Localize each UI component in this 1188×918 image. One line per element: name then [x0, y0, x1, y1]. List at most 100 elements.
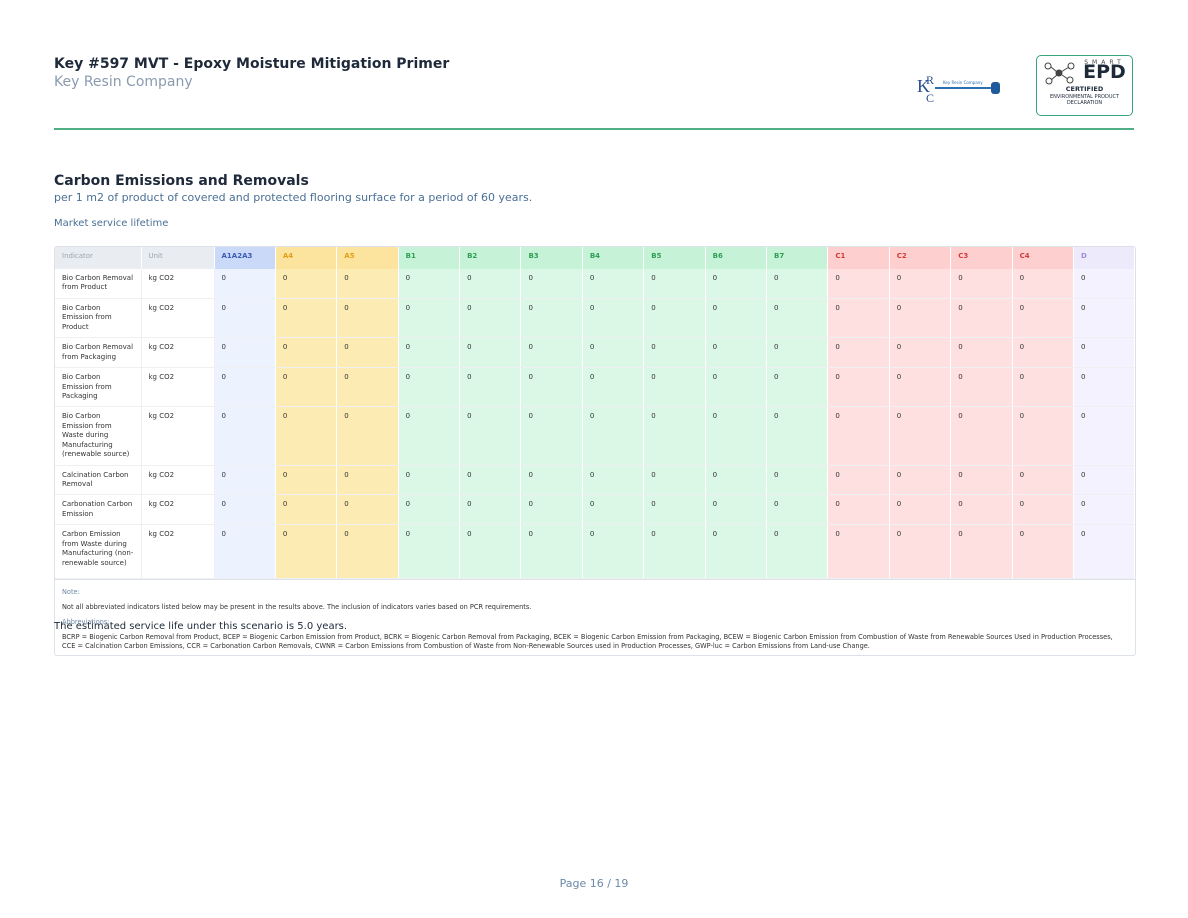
value-cell: 0: [214, 269, 276, 299]
value-cell: 0: [336, 337, 399, 369]
value-cell: 0: [459, 465, 522, 496]
value-cell: 0: [214, 494, 276, 526]
column-header: C4: [1012, 247, 1074, 269]
value-cell: 0: [950, 494, 1013, 526]
value-cell: 0: [520, 337, 583, 369]
value-cell: 0: [582, 524, 645, 580]
value-cell: 0: [398, 524, 461, 580]
note-label: Note:: [62, 588, 80, 597]
value-cell: 0: [889, 269, 952, 299]
indicator: Bio Carbon Emission from Packaging: [55, 367, 142, 408]
indicator: Calcination Carbon Removal: [55, 465, 142, 496]
value-cell: 0: [1012, 465, 1074, 496]
column-header: Indicator: [55, 247, 142, 269]
value-cell: 0: [1012, 494, 1074, 526]
value-cell: 0: [766, 494, 829, 526]
value-cell: 0: [1073, 269, 1135, 299]
badge-caption: ENVIRONMENTAL PRODUCT DECLARATION: [1049, 94, 1120, 106]
indicator: Bio Carbon Removal from Packaging: [55, 337, 142, 369]
value-cell: 0: [827, 298, 890, 339]
value-cell: 0: [705, 337, 768, 369]
value-cell: 0: [1073, 465, 1135, 496]
scenario: Market service lifetime: [54, 218, 169, 229]
value-cell: 0: [766, 406, 829, 466]
column-header: D: [1073, 247, 1135, 269]
section-title: Carbon Emissions and Removals: [54, 173, 309, 189]
value-cell: 0: [336, 367, 399, 408]
value-cell: 0: [275, 494, 338, 526]
krc-logo: K R C Key Resin Company: [917, 73, 1000, 105]
value-cell: 0: [1012, 298, 1074, 339]
value-cell: 0: [950, 367, 1013, 408]
value-cell: 0: [275, 298, 338, 339]
value-cell: 0: [827, 494, 890, 526]
column-header: B4: [582, 247, 645, 269]
value-cell: 0: [705, 465, 768, 496]
value-cell: 0: [827, 337, 890, 369]
value-cell: 0: [275, 337, 338, 369]
unit: kg CO2: [141, 298, 215, 339]
column-header: B3: [520, 247, 583, 269]
value-cell: 0: [643, 465, 706, 496]
column-header: B5: [643, 247, 706, 269]
value-cell: 0: [275, 406, 338, 466]
column-header: A5: [336, 247, 399, 269]
value-cell: 0: [582, 269, 645, 299]
value-cell: 0: [520, 367, 583, 408]
value-cell: 0: [827, 367, 890, 408]
unit: kg CO2: [141, 465, 215, 496]
value-cell: 0: [275, 465, 338, 496]
value-cell: 0: [582, 337, 645, 369]
value-cell: 0: [643, 298, 706, 339]
badge-top: SMART: [1084, 59, 1125, 66]
section-subtitle: per 1 m2 of product of covered and prote…: [54, 191, 533, 204]
header: Key #597 MVT - Epoxy Moisture Mitigation…: [54, 56, 449, 90]
notes: Note: Not all abbreviated indicators lis…: [55, 579, 1135, 654]
table-row: Bio Carbon Emission from Product kg CO2 0 0…: [55, 298, 1135, 339]
value-cell: 0: [889, 524, 952, 580]
value-cell: 0: [520, 269, 583, 299]
value-cell: 0: [766, 337, 829, 369]
logo-text: Key Resin Company: [943, 80, 983, 85]
value-cell: 0: [643, 367, 706, 408]
company: Key Resin Company: [54, 74, 193, 90]
value-cell: 0: [459, 298, 522, 339]
column-header: C2: [889, 247, 952, 269]
value-cell: 0: [643, 269, 706, 299]
value-cell: 0: [766, 298, 829, 339]
value-cell: 0: [214, 406, 276, 466]
table-row: Carbon Emission from Waste during Manufa…: [55, 524, 1135, 580]
abbrev-label: Abbreviations:: [62, 618, 110, 627]
table-row: Bio Carbon Emission from Packaging kg CO2…: [55, 367, 1135, 408]
value-cell: 0: [1012, 337, 1074, 369]
value-cell: 0: [214, 298, 276, 339]
indicator: Carbonation Carbon Emission: [55, 494, 142, 526]
value-cell: 0: [643, 337, 706, 369]
value-cell: 0: [1073, 337, 1135, 369]
value-cell: 0: [582, 298, 645, 339]
unit: kg CO2: [141, 367, 215, 408]
value-cell: 0: [766, 524, 829, 580]
value-cell: 0: [459, 269, 522, 299]
value-cell: 0: [459, 367, 522, 408]
table-row: Bio Carbon Emission from Waste during Ma…: [55, 406, 1135, 466]
indicator: Carbon Emission from Waste during Manufa…: [55, 524, 142, 580]
value-cell: 0: [827, 406, 890, 466]
value-cell: 0: [398, 367, 461, 408]
table-row: Bio Carbon Removal from Packaging kg CO2 0…: [55, 337, 1135, 369]
value-cell: 0: [950, 337, 1013, 369]
unit: kg CO2: [141, 406, 215, 466]
table-row: Bio Carbon Removal from Product kg CO2 0 0 0…: [55, 269, 1135, 299]
value-cell: 0: [889, 367, 952, 408]
value-cell: 0: [889, 465, 952, 496]
column-header: C1: [827, 247, 890, 269]
value-cell: 0: [582, 406, 645, 466]
table: Indicator Unit A1A2A3 A4 A5 B1 B2 B3 B4 B5 B6 B7 C1 C…: [55, 247, 1135, 580]
value-cell: 0: [827, 524, 890, 580]
value-cell: 0: [214, 465, 276, 496]
value-cell: 0: [336, 524, 399, 580]
value-cell: 0: [950, 269, 1013, 299]
column-header: A1A2A3: [214, 247, 276, 269]
value-cell: 0: [766, 465, 829, 496]
